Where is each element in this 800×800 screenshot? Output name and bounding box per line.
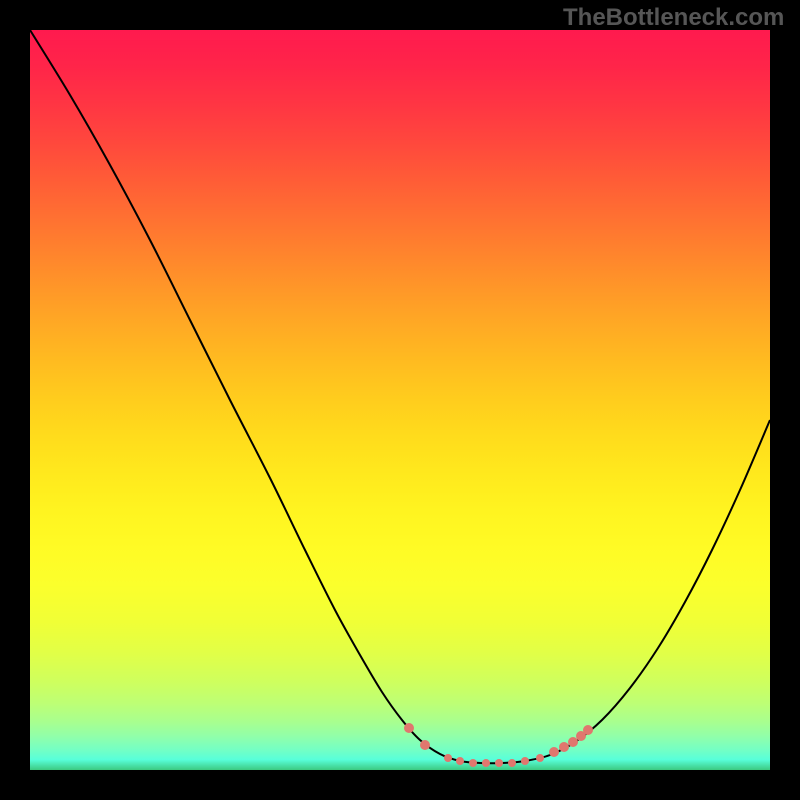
curve-marker <box>469 759 477 767</box>
curve-marker <box>456 757 464 765</box>
curve-marker <box>521 757 529 765</box>
curve-marker <box>536 754 544 762</box>
gradient-background <box>30 30 770 770</box>
chart-svg <box>30 30 770 770</box>
watermark-text: TheBottleneck.com <box>563 4 784 32</box>
curve-marker <box>495 759 503 767</box>
curve-marker <box>420 740 430 750</box>
curve-marker <box>559 742 569 752</box>
curve-marker <box>568 737 578 747</box>
curve-marker <box>404 723 414 733</box>
curve-marker <box>549 747 559 757</box>
curve-marker <box>583 725 593 735</box>
plot-area <box>30 30 770 770</box>
curve-marker <box>482 759 490 767</box>
curve-marker <box>508 759 516 767</box>
curve-marker <box>444 754 452 762</box>
